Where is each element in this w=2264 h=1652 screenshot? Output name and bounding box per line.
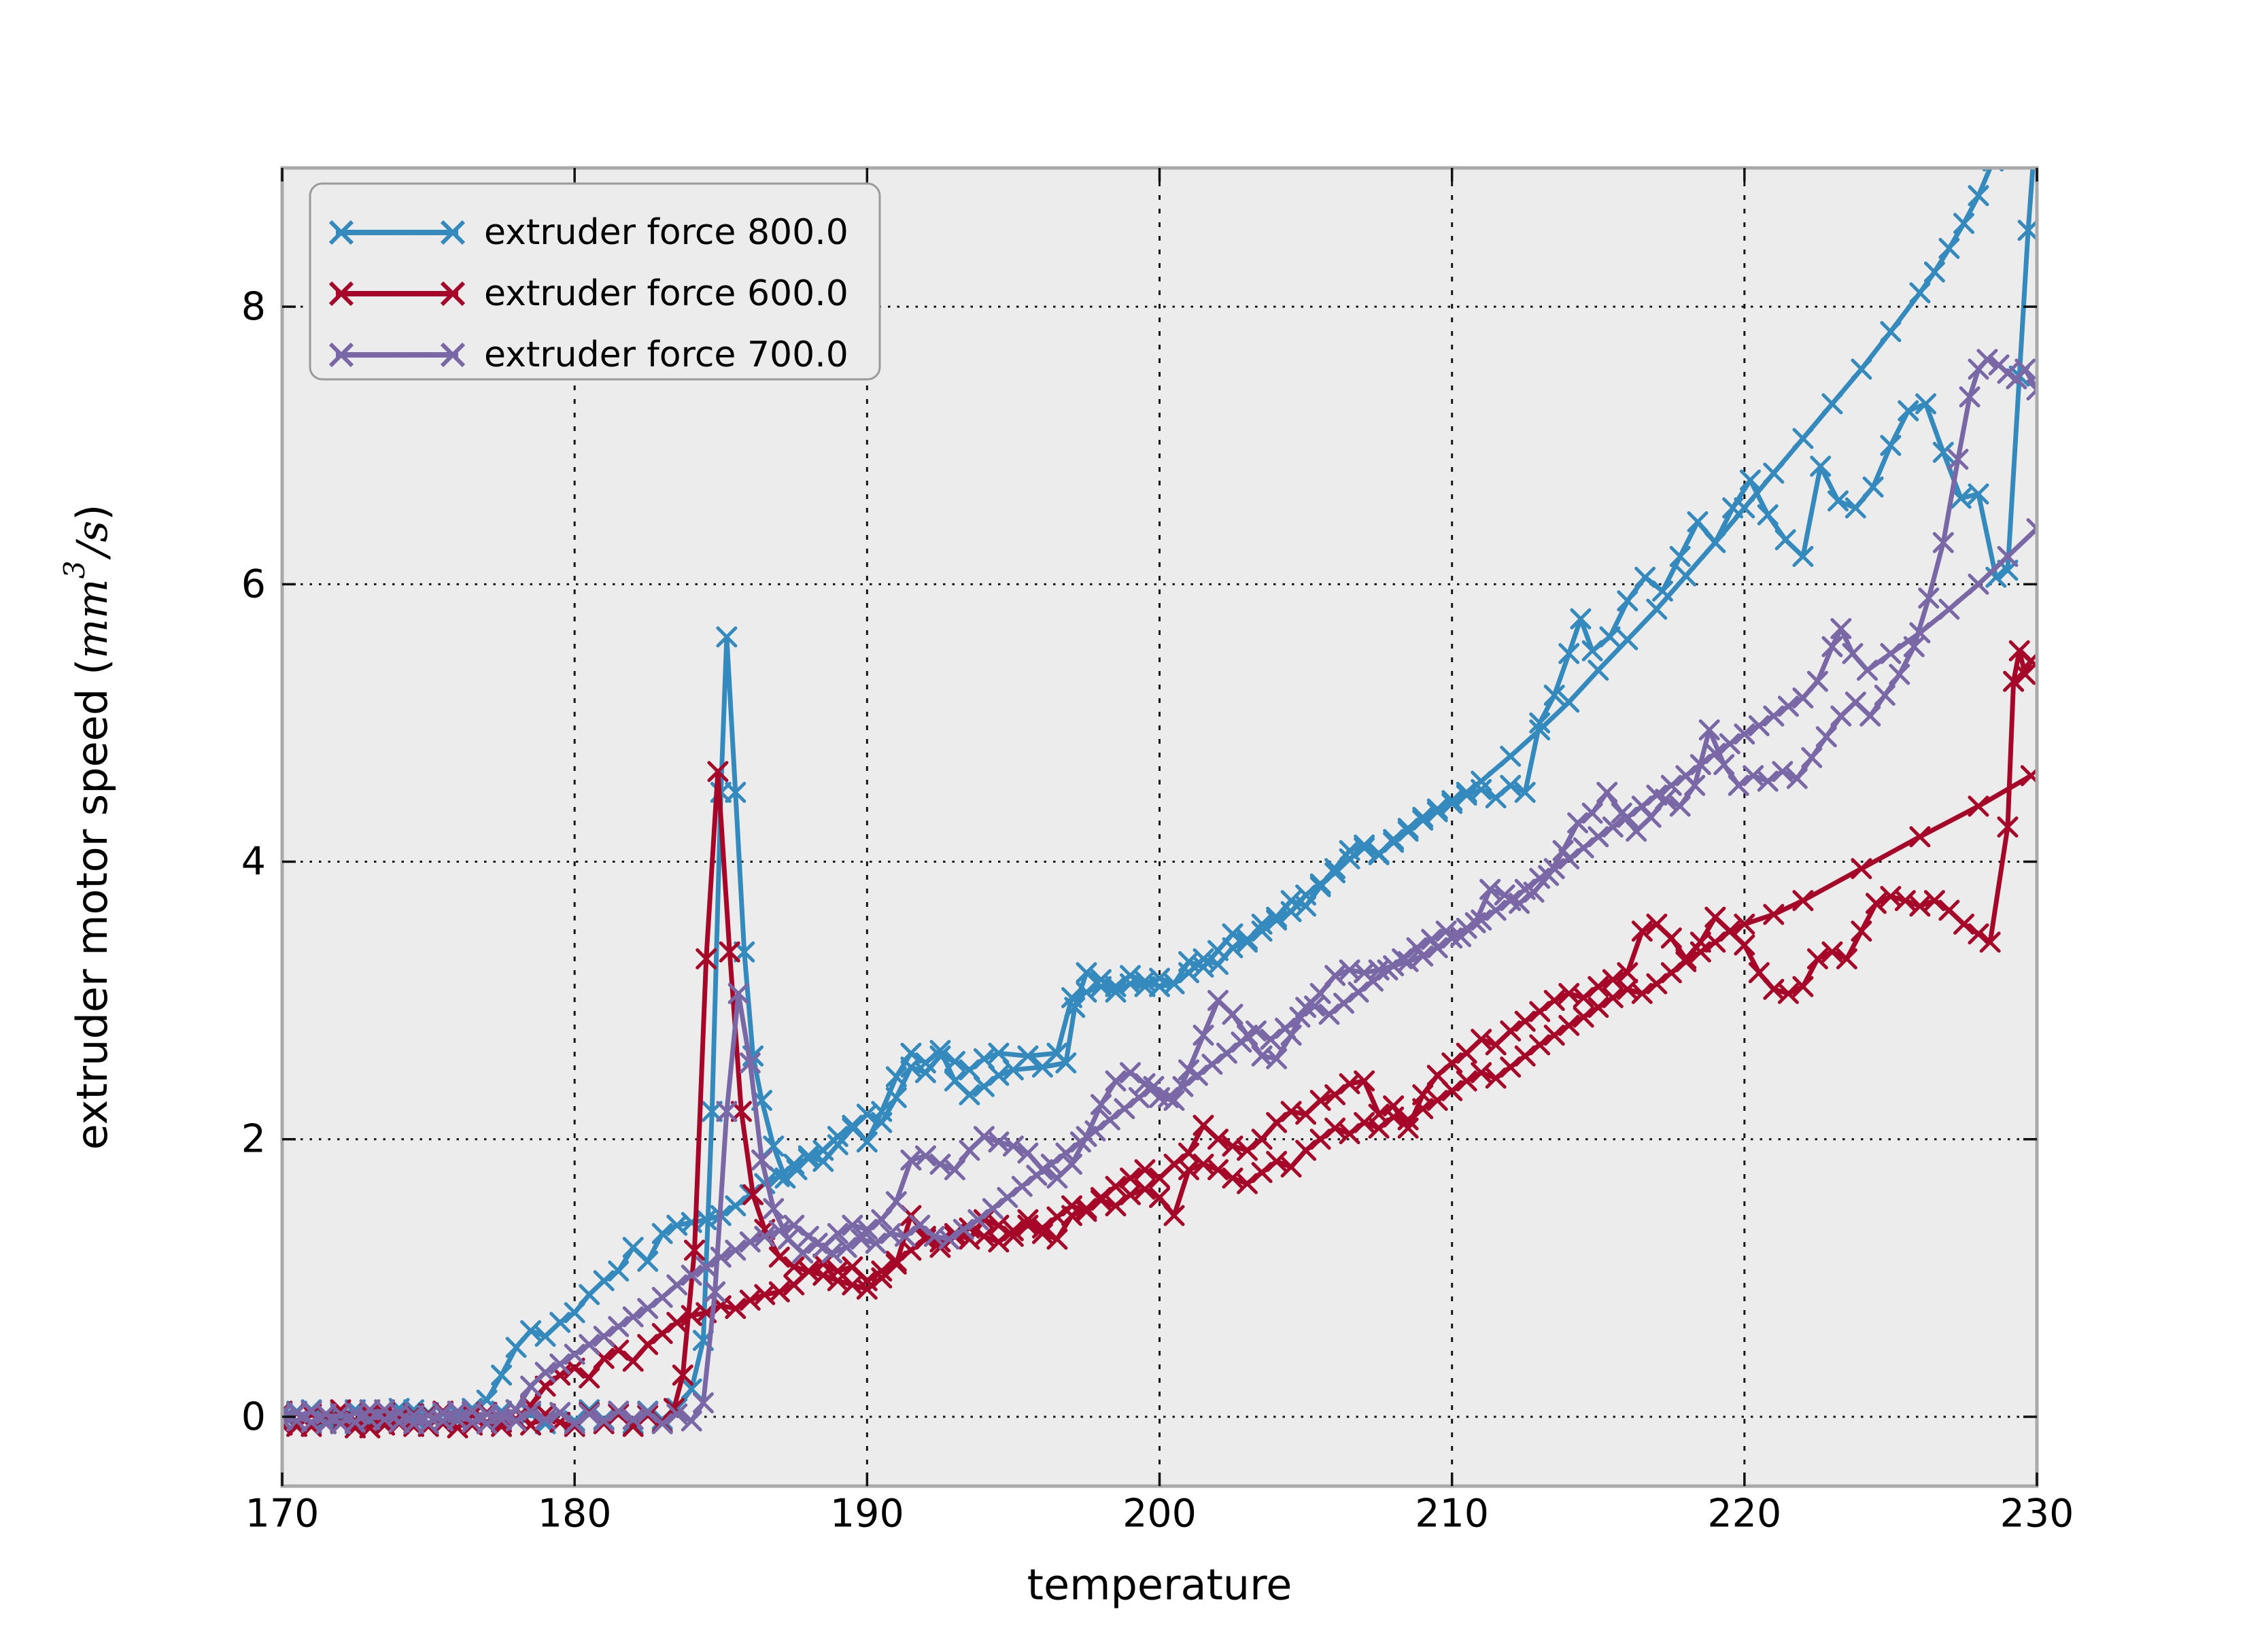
y-axis-tick-label: 2: [241, 1117, 266, 1162]
series-markers: [282, 349, 2037, 1434]
y-axis-label-exponent: 3: [58, 561, 91, 579]
tick-marks: [281, 168, 2038, 1486]
legend-marker-icon: [328, 220, 466, 245]
legend-label: extruder force 800.0: [484, 212, 848, 253]
legend-item: extruder force 600.0: [328, 273, 848, 314]
x-axis-tick-label: 220: [1707, 1492, 1781, 1536]
y-axis-tick-label: 6: [241, 562, 266, 606]
legend-label: extruder force 700.0: [484, 334, 848, 375]
legend: extruder force 800.0 extruder force 600.0…: [309, 182, 881, 381]
y-axis-tick-label: 0: [241, 1394, 266, 1439]
y-axis-label-text: extruder motor speed (: [67, 659, 117, 1150]
legend-item: extruder force 700.0: [328, 334, 848, 375]
x-axis-tick-label: 230: [2000, 1492, 2074, 1536]
data-series-layer: [282, 168, 2037, 1439]
x-axis-tick-label: 210: [1415, 1492, 1489, 1536]
y-axis-label-unit: mm: [67, 579, 117, 659]
y-axis-label-unit-rest: /s: [67, 521, 117, 560]
series-markers: [282, 518, 2037, 1434]
x-axis-tick-label: 200: [1122, 1492, 1197, 1536]
legend-marker-icon: [328, 281, 466, 307]
x-axis-tick-label: 190: [830, 1492, 904, 1536]
y-axis-label: extruder motor speed (mm3/s): [58, 504, 117, 1150]
series-markers: [282, 640, 2037, 1439]
legend-label: extruder force 600.0: [484, 273, 848, 314]
legend-marker-icon: [328, 342, 466, 368]
series-extruder-force-700-0: [282, 349, 2037, 1434]
y-axis-tick-label: 4: [241, 840, 266, 884]
x-axis-tick-label: 180: [538, 1492, 612, 1536]
x-axis-label: temperature: [1027, 1560, 1292, 1609]
y-axis-tick-label: 8: [241, 284, 266, 329]
y-axis-label-close: ): [67, 504, 117, 521]
x-axis-tick-label: 170: [245, 1492, 320, 1536]
series-markers: [282, 765, 2037, 1439]
legend-item: extruder force 800.0: [328, 212, 848, 253]
